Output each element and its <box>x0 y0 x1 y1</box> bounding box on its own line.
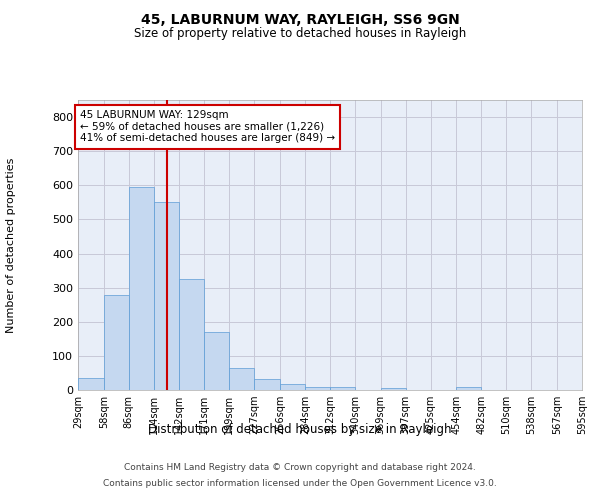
Bar <box>457 388 481 390</box>
Bar <box>129 187 154 390</box>
Text: Contains HM Land Registry data © Crown copyright and database right 2024.: Contains HM Land Registry data © Crown c… <box>124 464 476 472</box>
Text: 45 LABURNUM WAY: 129sqm
← 59% of detached houses are smaller (1,226)
41% of semi: 45 LABURNUM WAY: 129sqm ← 59% of detache… <box>80 110 335 144</box>
Bar <box>205 332 229 390</box>
Bar <box>330 388 355 390</box>
Text: 45, LABURNUM WAY, RAYLEIGH, SS6 9GN: 45, LABURNUM WAY, RAYLEIGH, SS6 9GN <box>140 12 460 26</box>
Bar <box>280 384 305 390</box>
Text: Size of property relative to detached houses in Rayleigh: Size of property relative to detached ho… <box>134 28 466 40</box>
Bar <box>305 386 330 390</box>
Bar <box>229 368 254 390</box>
Bar <box>104 295 129 390</box>
Bar <box>78 378 104 390</box>
Bar <box>381 388 406 390</box>
Text: Contains public sector information licensed under the Open Government Licence v3: Contains public sector information licen… <box>103 478 497 488</box>
Bar <box>179 279 205 390</box>
Text: Distribution of detached houses by size in Rayleigh: Distribution of detached houses by size … <box>148 422 452 436</box>
Bar <box>154 202 179 390</box>
Text: Number of detached properties: Number of detached properties <box>6 158 16 332</box>
Bar <box>254 379 280 390</box>
